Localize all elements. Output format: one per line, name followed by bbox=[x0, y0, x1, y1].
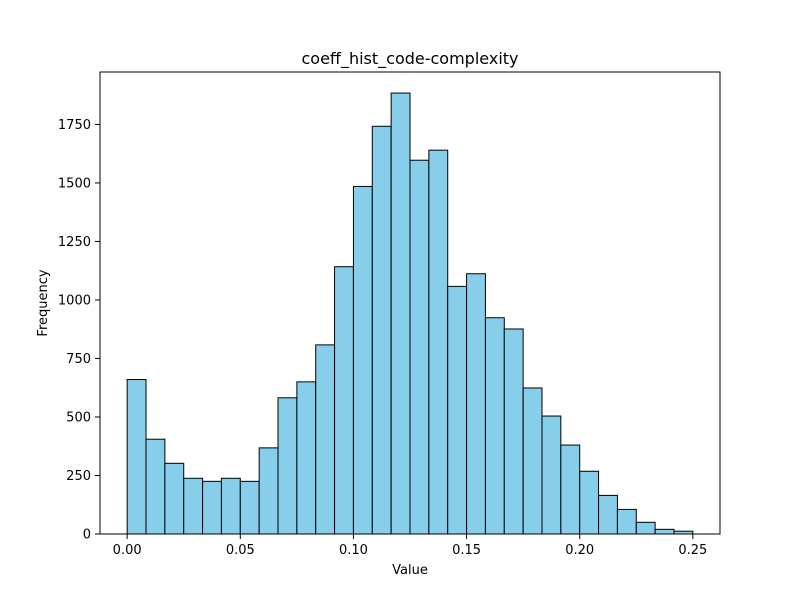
x-axis-ticks: 0.00 0.05 0.10 0.15 0.20 0.25 bbox=[113, 534, 707, 558]
histogram-bar bbox=[183, 477, 204, 535]
histogram-bar bbox=[635, 521, 656, 535]
histogram-bar bbox=[522, 387, 543, 535]
histogram-bar bbox=[164, 462, 185, 535]
histogram-bar bbox=[258, 447, 279, 535]
y-axis-label: Frequency bbox=[36, 269, 51, 336]
y-tick-label: 250 bbox=[66, 469, 91, 484]
y-tick-label: 1250 bbox=[58, 235, 91, 250]
y-tick-label: 1000 bbox=[58, 293, 91, 308]
y-tick-label: 1750 bbox=[58, 118, 91, 133]
histogram-bar bbox=[277, 397, 298, 535]
histogram-bar bbox=[560, 444, 581, 535]
histogram-bar bbox=[371, 125, 392, 535]
histogram-bar bbox=[296, 381, 317, 535]
y-tick-label: 500 bbox=[66, 410, 91, 425]
histogram-bar bbox=[145, 438, 166, 535]
histogram-bar bbox=[126, 379, 147, 535]
histogram-bar bbox=[484, 317, 505, 535]
y-tick-label: 750 bbox=[66, 352, 91, 367]
histogram-bar bbox=[220, 477, 241, 535]
x-tick-label: 0.25 bbox=[678, 543, 707, 558]
histogram-bar bbox=[315, 344, 336, 535]
histogram-bar bbox=[447, 285, 468, 535]
histogram-bar bbox=[579, 470, 600, 535]
histogram-bar bbox=[616, 508, 637, 535]
histogram-bar bbox=[428, 149, 449, 535]
histogram-bar bbox=[503, 328, 524, 535]
x-axis-label: Value bbox=[392, 563, 428, 578]
x-tick-label: 0.05 bbox=[226, 543, 255, 558]
chart-title: coeff_hist_code-complexity bbox=[302, 49, 519, 69]
histogram-bar bbox=[409, 159, 430, 535]
histogram-bar bbox=[334, 266, 354, 535]
histogram-bar bbox=[466, 273, 486, 535]
histogram-bar bbox=[598, 494, 618, 535]
y-axis-ticks: 0 250 500 750 1000 1250 1500 1750 bbox=[58, 118, 100, 543]
y-tick-label: 0 bbox=[83, 528, 91, 543]
bars-group bbox=[126, 92, 694, 535]
x-tick-label: 0.15 bbox=[452, 543, 481, 558]
x-tick-label: 0.00 bbox=[113, 543, 142, 558]
histogram-bar bbox=[239, 480, 260, 535]
x-tick-label: 0.20 bbox=[565, 543, 594, 558]
x-tick-label: 0.10 bbox=[339, 543, 368, 558]
histogram-bar bbox=[390, 92, 411, 535]
histogram-bar bbox=[654, 528, 675, 535]
histogram-bar bbox=[202, 480, 222, 535]
plot-frame bbox=[99, 71, 721, 535]
y-tick-label: 1500 bbox=[58, 176, 91, 191]
histogram-bar bbox=[541, 415, 562, 535]
histogram-bar bbox=[352, 185, 373, 535]
